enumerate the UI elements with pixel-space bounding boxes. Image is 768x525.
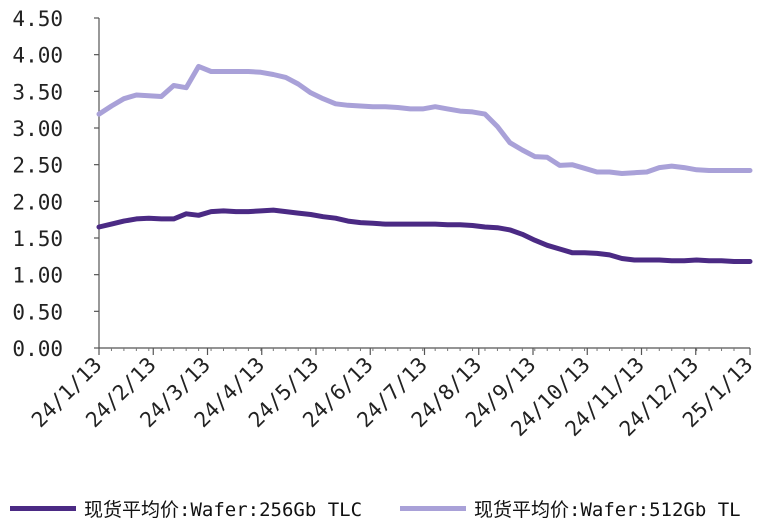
legend-item-256gb: 现货平均价:Wafer:256Gb TLC [10,493,362,523]
x-axis: 24/1/1324/2/1324/3/1324/4/1324/5/1324/6/… [27,347,758,441]
y-tick-label: 0.00 [12,337,63,361]
series-line-1 [96,63,753,176]
y-tick-label: 1.00 [12,264,63,288]
y-tick-label: 0.50 [12,300,63,324]
y-tick-label: 1.50 [12,227,63,251]
y-tick-label: 2.50 [12,154,63,178]
y-tick-label: 2.00 [12,190,63,214]
y-tick-label: 4.50 [12,7,63,31]
y-axis: 0.00 0.50 1.00 1.50 2.00 2.50 3.00 3.50 4.00 4.50 [12,7,100,361]
legend-label-256gb: 现货平均价:Wafer:256Gb TLC [84,498,363,521]
series-line-0 [96,207,753,264]
legend-item-512gb: 现货平均价:Wafer:512Gb TL [400,493,741,523]
legend-swatch-512gb [400,505,466,511]
legend-swatch-256gb [10,505,76,511]
y-tick-label: 4.00 [12,44,63,68]
y-tick-label: 3.50 [12,80,63,104]
series-lines [96,63,753,264]
legend-label-512gb: 现货平均价:Wafer:512Gb TL [474,498,741,521]
y-tick-label: 3.00 [12,117,63,141]
legend: 现货平均价:Wafer:256Gb TLC 现货平均价:Wafer:512Gb … [0,493,768,523]
